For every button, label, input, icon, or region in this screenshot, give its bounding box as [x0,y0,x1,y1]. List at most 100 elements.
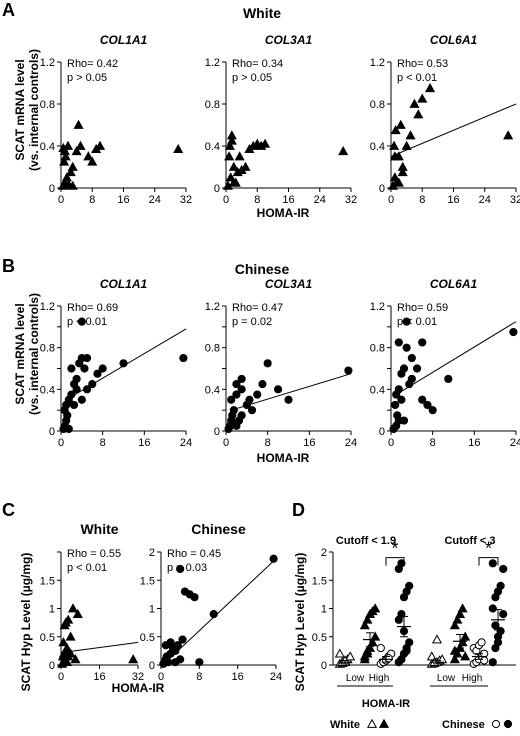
y-tick-label: 0.8 [40,99,55,111]
data-point [72,608,83,619]
x-tick-label: 8 [430,437,436,449]
y-tick-label: 0 [49,660,55,672]
panel-label-a: A [2,0,15,20]
cutoff-label: Cutoff < 1.9 [336,535,396,547]
data-point [65,648,76,658]
panel-b-xlabel: HOMA-IR [257,451,310,465]
data-point [457,603,468,613]
x-tick-label: 24 [180,437,192,449]
data-group [394,559,414,667]
legend-triangle-open [366,718,378,728]
panel-d-ylabel: SCAT Hyp Level (µg/mg) [293,553,307,692]
data-point [431,634,443,644]
significance-bracket [478,557,499,566]
data-group [359,603,381,664]
legend-circle-filled [503,719,513,729]
data-point [72,385,81,394]
y-tick-label: 1 [49,604,55,616]
data-point [229,406,238,415]
data-point [98,364,107,373]
data-point [284,395,293,404]
data-point [269,554,278,563]
data-point [503,130,514,140]
data-group [488,559,508,667]
plot-title: White [80,521,118,537]
y-tick-label: 1.5 [140,575,155,587]
scatter-plot-a1: 0 8 16 24 32 0 0.4 0.8 1.2 COL1A1 Rho= 0.42 p > 0.0… [40,33,192,206]
data-point [509,327,518,337]
panel-b-group-title: Chinese [235,261,290,277]
cutoff-group: Cutoff < 1.9* Low High [334,535,414,687]
panel-a-xlabel: HOMA-IR [257,206,310,220]
data-point [399,416,409,425]
data-point [391,400,400,410]
x-tick-label: 24 [149,194,161,206]
legend-circle-open [491,719,501,729]
data-point [390,125,401,135]
significance-bracket [385,557,405,566]
y-tick-label: 0 [214,183,220,195]
data-point [345,651,356,661]
y-tick-label: 0.4 [40,141,55,153]
legend-triangle-filled [378,718,390,728]
data-point [417,93,428,103]
panel-label-c: C [2,500,15,520]
x-tick-label: 0 [223,437,229,449]
x-tick-label: 0 [388,437,394,449]
data-point [247,406,257,415]
data-point [499,564,508,574]
data-point [58,637,69,647]
x-tick-label: 16 [117,194,129,206]
data-point [232,380,241,389]
data-point [82,353,92,363]
data-point [418,395,427,404]
scatter-plot-b2: 0 8 16 24 0 0.4 0.8 1.2 COL3A1 Rho= 0.47 p = 0.02 [205,277,357,449]
data-group [469,638,489,668]
data-point [69,400,79,410]
data-point [176,655,185,664]
x-tick-label: 24 [510,437,520,449]
x-tick-label: 32 [510,194,520,206]
data-point [395,119,406,129]
data-point [178,635,187,644]
data-point [491,621,500,630]
data-point [237,374,246,384]
y-tick-label: 0.5 [40,632,55,644]
data-point [62,140,74,150]
x-tick-label: 8 [89,194,95,206]
data-point [67,603,79,613]
y-tick-label: 2 [321,547,327,559]
stats-label: Rho= 0.47 [232,302,283,314]
y-tick-label: 0.4 [205,384,220,396]
data-point [397,167,408,177]
data-group [334,648,356,668]
data-point [77,395,86,404]
y-tick-label: 1.2 [370,301,385,313]
scatter-plot-c1: 0 16 32 0 0.5 1 1.5 White Rho = 0.55 p < 0.01 [40,521,144,683]
y-tick-label: 0 [49,426,55,438]
data-point [273,385,283,394]
significance-star: * [391,539,398,559]
stats-label: Rho= 0.59 [397,302,448,314]
regression-line [60,641,139,654]
x-group-label: High [462,673,483,684]
data-point [460,631,471,641]
y-tick-label: 0 [379,183,385,195]
data-point [71,146,82,156]
data-point [228,177,239,187]
panel-c-xlabel: HOMA-IR [112,681,165,695]
stats-label: Rho= 0.42 [67,58,118,70]
data-point [166,638,175,647]
panel-c-ylabel: SCAT Hyp Level (µg/mg) [19,553,33,692]
data-point [488,559,497,568]
y-tick-label: 0.8 [205,343,220,355]
data-point [59,146,70,156]
stats-label: p = 0.03 [167,562,207,574]
data-point [413,109,424,119]
data-point [402,343,411,352]
data-point [394,385,403,394]
data-point [179,353,188,363]
plot-title: COL3A1 [265,33,313,47]
y-tick-label: 0 [379,426,385,438]
scatter-plot-c2: 0 8 16 24 0 0.5 1 1.5 2 Chinese Rho = 0.45 p = 0.03 [140,521,282,683]
